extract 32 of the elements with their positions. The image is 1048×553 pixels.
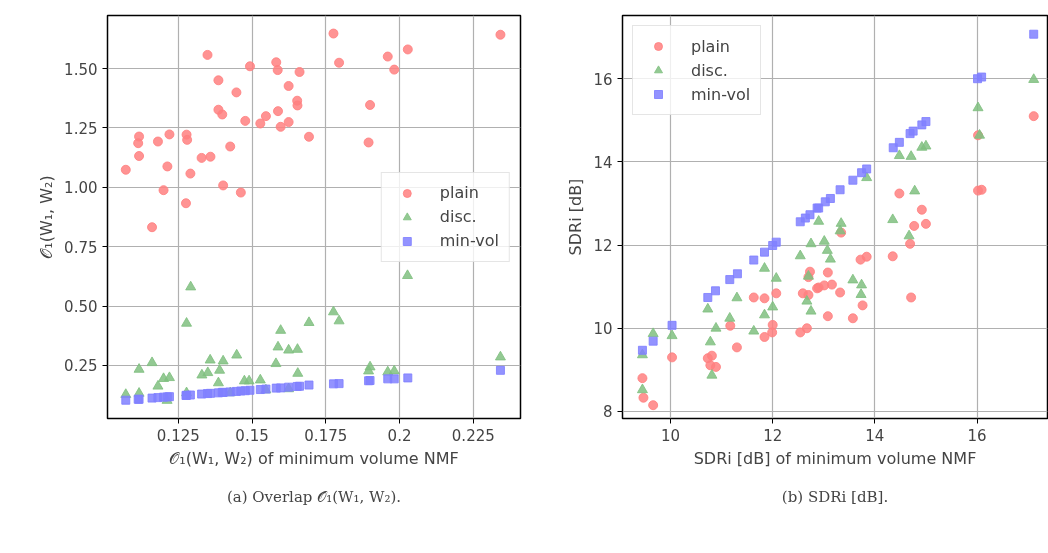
x-tick-label: 0.175 xyxy=(304,426,348,445)
legend-label: plain xyxy=(439,183,479,202)
y-tick-label: 0.50 xyxy=(64,298,98,316)
y-tick-label: 1.00 xyxy=(64,179,98,198)
y-tick-label: 16 xyxy=(593,70,613,89)
x-axis-title: 𝒪₁(W₁, W₂) of minimum volume NMF xyxy=(169,448,459,468)
legend-label: min-vol xyxy=(691,84,751,104)
text: (a) Overlap 𝒪₁(W₁, W₂). xyxy=(226,487,402,506)
y-tick-label: 0.75 xyxy=(64,238,98,257)
x-tick-label: 12 xyxy=(763,426,783,445)
x-tick-label: 10 xyxy=(660,426,681,445)
x-tick-label: 0.15 xyxy=(235,426,269,445)
legend-label: plain xyxy=(691,36,730,56)
y-tick-label: 10 xyxy=(593,320,613,339)
y-tick-label: 0.25 xyxy=(64,357,98,376)
x-axis-title: SDRi [dB] of minimum volume NMF xyxy=(693,448,977,468)
x-tick-label: 0.2 xyxy=(387,426,412,445)
legend-label: min-vol xyxy=(439,231,499,250)
legend-label: disc. xyxy=(439,207,477,226)
y-tick-label: 1.50 xyxy=(64,60,98,79)
y-axis-title: 𝒪₁(W₁, W₂) xyxy=(37,175,57,259)
text: (b) SDRi [dB]. xyxy=(781,487,889,506)
x-tick-label: 16 xyxy=(967,426,987,445)
legend-label: disc. xyxy=(691,60,728,80)
y-axis-title: SDRi [dB] xyxy=(566,178,586,256)
x-tick-label: 0.125 xyxy=(156,426,200,445)
x-tick-label: 0.225 xyxy=(451,426,495,445)
y-tick-label: 12 xyxy=(593,237,613,256)
y-tick-label: 8 xyxy=(602,403,613,422)
y-tick-label: 14 xyxy=(593,153,613,172)
x-tick-label: 14 xyxy=(865,426,885,445)
y-tick-label: 1.25 xyxy=(64,120,98,138)
